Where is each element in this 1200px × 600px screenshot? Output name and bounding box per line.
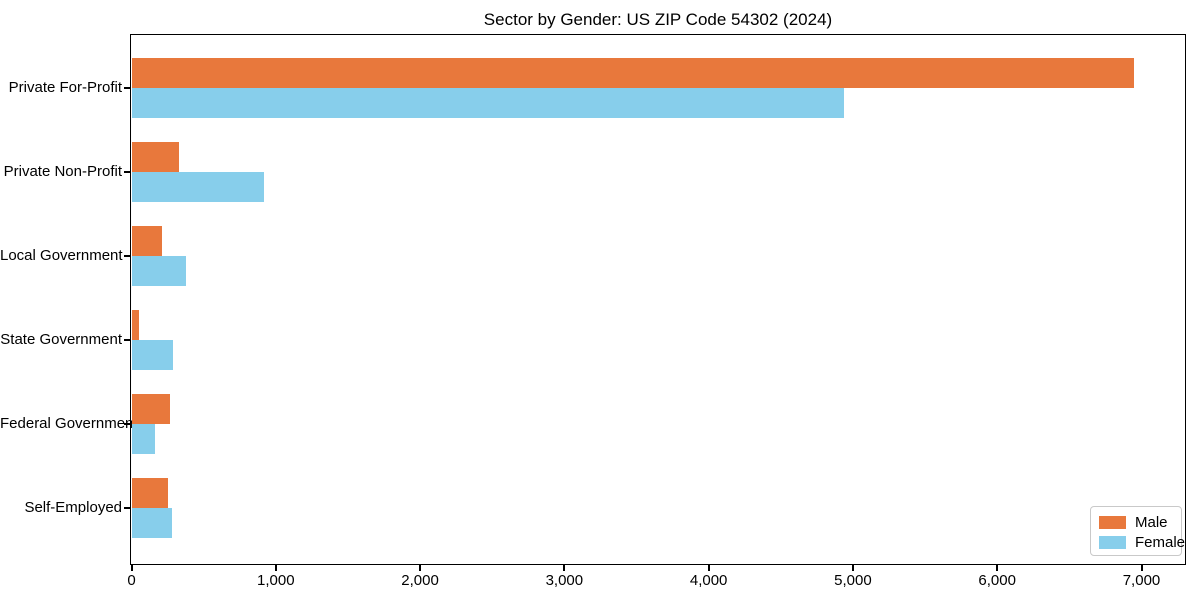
x-tick-mark (274, 565, 277, 571)
bar-male-3 (131, 310, 140, 340)
bar-female-5 (131, 508, 172, 538)
x-tick-label: 7,000 (1122, 572, 1161, 589)
plot-area (130, 34, 1186, 565)
bar-male-1 (131, 142, 180, 172)
y-tick-label: State Government (0, 331, 122, 348)
bar-male-0 (131, 58, 1135, 88)
legend-swatch-female (1099, 536, 1126, 549)
legend: Male Female (1090, 506, 1185, 556)
bar-female-4 (131, 424, 156, 454)
x-tick-mark (419, 565, 422, 571)
bar-female-1 (131, 172, 264, 202)
x-tick-label: 2,000 (401, 572, 439, 589)
y-tick-label: Self-Employed (24, 499, 122, 516)
bar-female-0 (131, 88, 845, 118)
legend-item-female: Female (1099, 533, 1185, 552)
y-tick-label: Private Non-Profit (3, 163, 122, 180)
bar-male-4 (131, 394, 170, 424)
bar-female-2 (131, 256, 186, 286)
chart-title: Sector by Gender: US ZIP Code 54302 (202… (483, 10, 833, 29)
x-tick-mark (707, 565, 710, 571)
y-tick-mark (124, 423, 130, 425)
x-tick-label: 6,000 (978, 572, 1016, 589)
y-tick-label: Federal Government (0, 415, 138, 432)
bar-male-5 (131, 478, 168, 508)
x-tick-mark (1140, 565, 1143, 571)
x-tick-mark (130, 565, 133, 571)
y-tick-mark (124, 255, 130, 257)
y-tick-label: Local Government (0, 247, 123, 264)
y-tick-mark (124, 507, 130, 509)
x-tick-label: 5,000 (834, 572, 872, 589)
x-tick-mark (563, 565, 566, 571)
legend-label: Male (1135, 514, 1168, 531)
y-tick-mark (124, 87, 130, 89)
y-tick-label: Private For-Profit (8, 79, 122, 96)
y-tick-mark (124, 171, 130, 173)
bar-female-3 (131, 340, 174, 370)
legend-item-male: Male (1099, 513, 1181, 532)
y-tick-mark (124, 339, 130, 341)
legend-swatch-male (1099, 516, 1126, 529)
x-tick-label: 1,000 (257, 572, 295, 589)
bar-male-2 (131, 226, 162, 256)
x-tick-label: 0 (127, 572, 136, 589)
x-tick-mark (851, 565, 854, 571)
x-tick-label: 4,000 (689, 572, 728, 589)
x-tick-label: 3,000 (545, 572, 584, 589)
x-tick-mark (996, 565, 999, 571)
legend-label: Female (1135, 534, 1186, 551)
